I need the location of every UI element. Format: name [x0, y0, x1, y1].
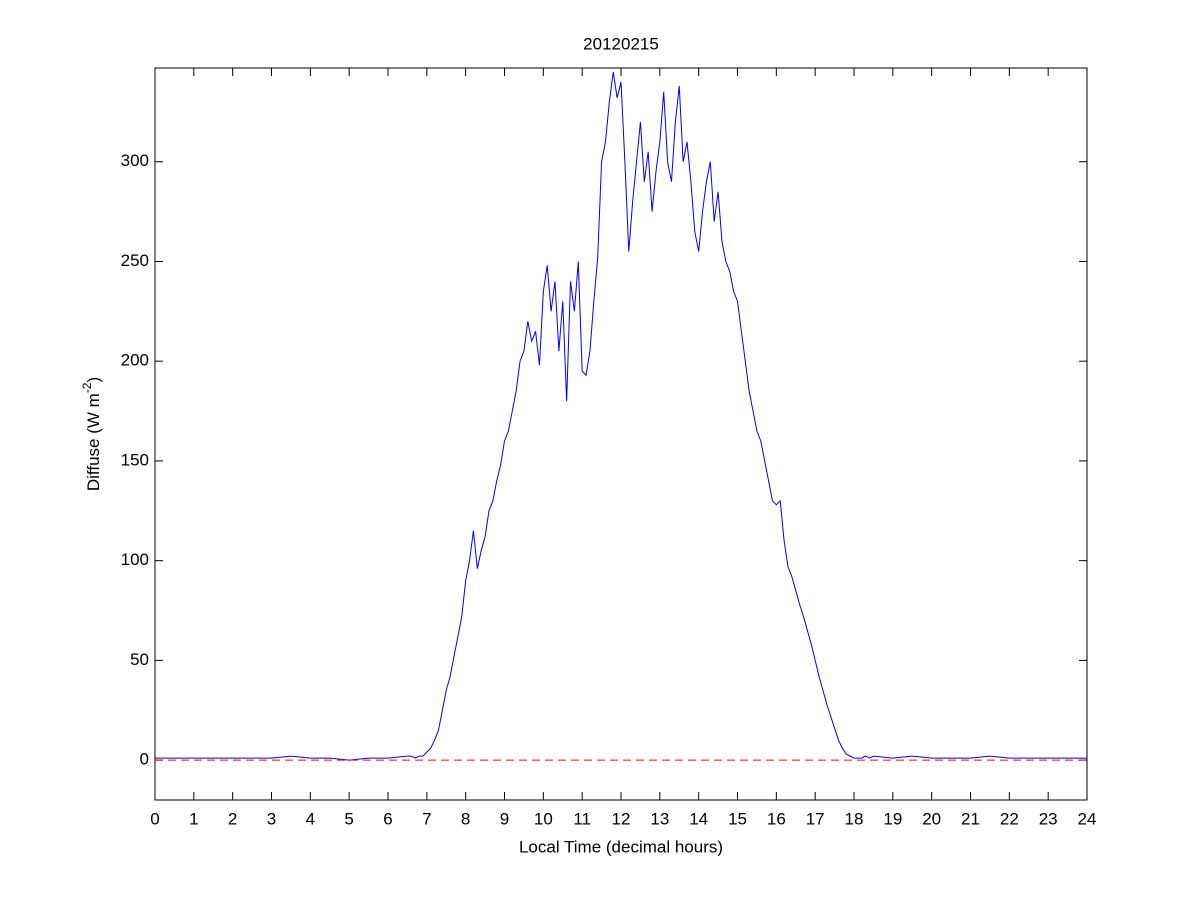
y-axis-label: Diffuse (W m-2) [80, 377, 103, 491]
data-line [155, 71, 1087, 761]
y-label-text: Diffuse (W m [84, 393, 103, 491]
y-label-suffix: ) [84, 377, 103, 383]
x-tick-label: 23 [1039, 809, 1058, 828]
x-tick-label: 8 [461, 809, 470, 828]
x-tick-label: 15 [728, 809, 747, 828]
x-tick-label: 0 [150, 809, 159, 828]
x-tick-label: 2 [228, 809, 237, 828]
x-tick-label: 5 [344, 809, 353, 828]
x-tick-label: 11 [573, 809, 591, 828]
y-tick-label: 250 [121, 251, 149, 270]
x-tick-label: 6 [383, 809, 392, 828]
x-tick-label: 10 [534, 809, 553, 828]
y-tick-label: 0 [140, 750, 149, 769]
x-tick-label: 22 [1000, 809, 1019, 828]
x-tick-label: 7 [422, 809, 431, 828]
x-tick-label: 16 [767, 809, 786, 828]
x-tick-label: 19 [883, 809, 902, 828]
y-tick-label: 300 [121, 151, 149, 170]
chart-title: 20120215 [583, 34, 659, 53]
x-tick-label: 3 [267, 809, 276, 828]
x-tick-label: 13 [650, 809, 669, 828]
x-tick-label: 21 [961, 809, 980, 828]
x-tick-label: 9 [500, 809, 509, 828]
x-tick-label: 14 [689, 809, 708, 828]
x-tick-label: 1 [189, 809, 198, 828]
x-tick-label: 24 [1078, 809, 1097, 828]
x-tick-label: 4 [306, 809, 315, 828]
x-tick-label: 18 [845, 809, 864, 828]
plot-area [154, 67, 1088, 801]
y-tick-label: 100 [121, 550, 149, 569]
y-tick-label: 150 [121, 450, 149, 469]
y-tick-label: 200 [121, 351, 149, 370]
x-tick-label: 20 [922, 809, 941, 828]
y-label-sup: -2 [80, 382, 94, 393]
y-tick-label: 50 [130, 650, 149, 669]
x-axis-label: Local Time (decimal hours) [519, 837, 723, 856]
x-tick-label: 12 [612, 809, 631, 828]
x-tick-label: 17 [806, 809, 825, 828]
